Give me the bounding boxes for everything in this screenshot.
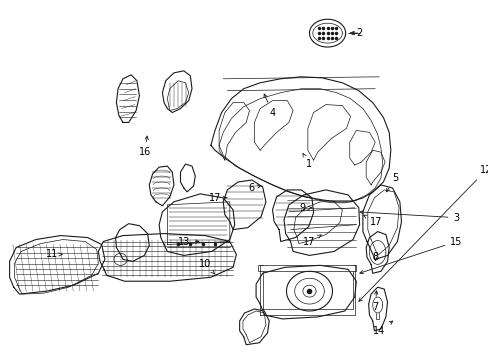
Text: 17: 17 xyxy=(363,215,382,227)
Text: 15: 15 xyxy=(359,237,462,274)
Text: 5: 5 xyxy=(386,173,398,192)
Text: 2: 2 xyxy=(349,28,362,38)
Text: 8: 8 xyxy=(371,252,378,262)
Text: 10: 10 xyxy=(199,259,214,274)
Text: 16: 16 xyxy=(139,136,151,157)
Text: 11: 11 xyxy=(46,249,62,260)
Text: 14: 14 xyxy=(372,321,392,336)
Text: 3: 3 xyxy=(359,211,459,223)
Text: 17: 17 xyxy=(208,193,226,203)
Text: 1: 1 xyxy=(303,153,311,169)
Text: 12: 12 xyxy=(358,165,488,301)
Text: 13: 13 xyxy=(177,237,199,247)
Text: 17: 17 xyxy=(303,235,321,247)
Text: 4: 4 xyxy=(264,94,275,117)
Text: 9: 9 xyxy=(299,203,311,213)
Text: 6: 6 xyxy=(247,183,260,193)
Text: 7: 7 xyxy=(371,291,378,312)
